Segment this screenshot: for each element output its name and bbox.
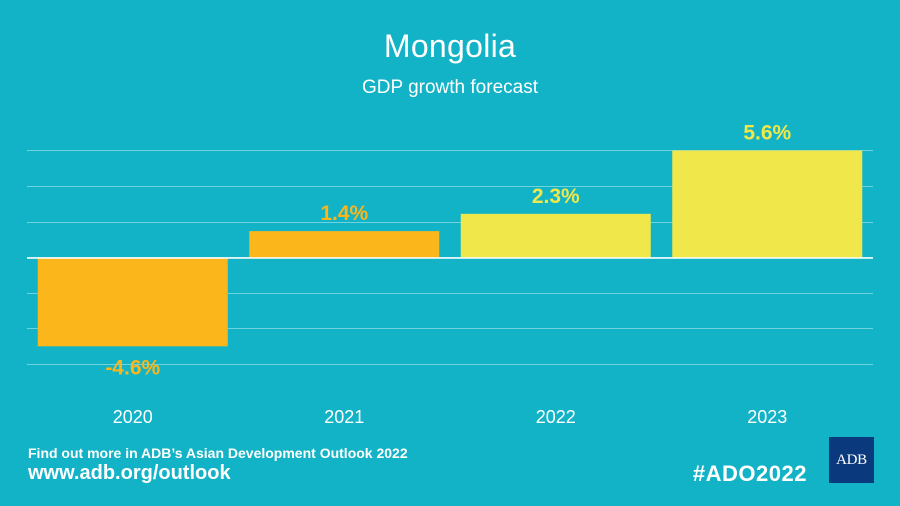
- hashtag-label: #ADO2022: [692, 461, 807, 486]
- x-tick-label-2021: 2021: [324, 407, 364, 427]
- data-label-2023: 5.6%: [743, 121, 791, 144]
- adb-logo: ADB: [829, 437, 874, 483]
- x-tick-label-2020: 2020: [113, 407, 153, 427]
- bar-2022: [460, 213, 651, 258]
- footer-info-text: Find out more in ADB’s Asian Development…: [28, 445, 408, 461]
- bar-2020: [37, 258, 228, 347]
- x-tick-label-2022: 2022: [536, 407, 576, 427]
- bar-2023: [672, 150, 863, 258]
- adb-logo-text: ADB: [836, 451, 867, 468]
- x-tick-label-2023: 2023: [747, 407, 787, 427]
- data-label-2022: 2.3%: [532, 185, 580, 208]
- page-subtitle: GDP growth forecast: [361, 77, 538, 98]
- data-label-2020: -4.6%: [105, 356, 160, 379]
- bar-2021: [249, 231, 440, 258]
- footer-url-link[interactable]: www.adb.org/outlook: [28, 462, 231, 484]
- page-title: Mongolia: [383, 28, 517, 64]
- data-label-2021: 1.4%: [320, 202, 368, 225]
